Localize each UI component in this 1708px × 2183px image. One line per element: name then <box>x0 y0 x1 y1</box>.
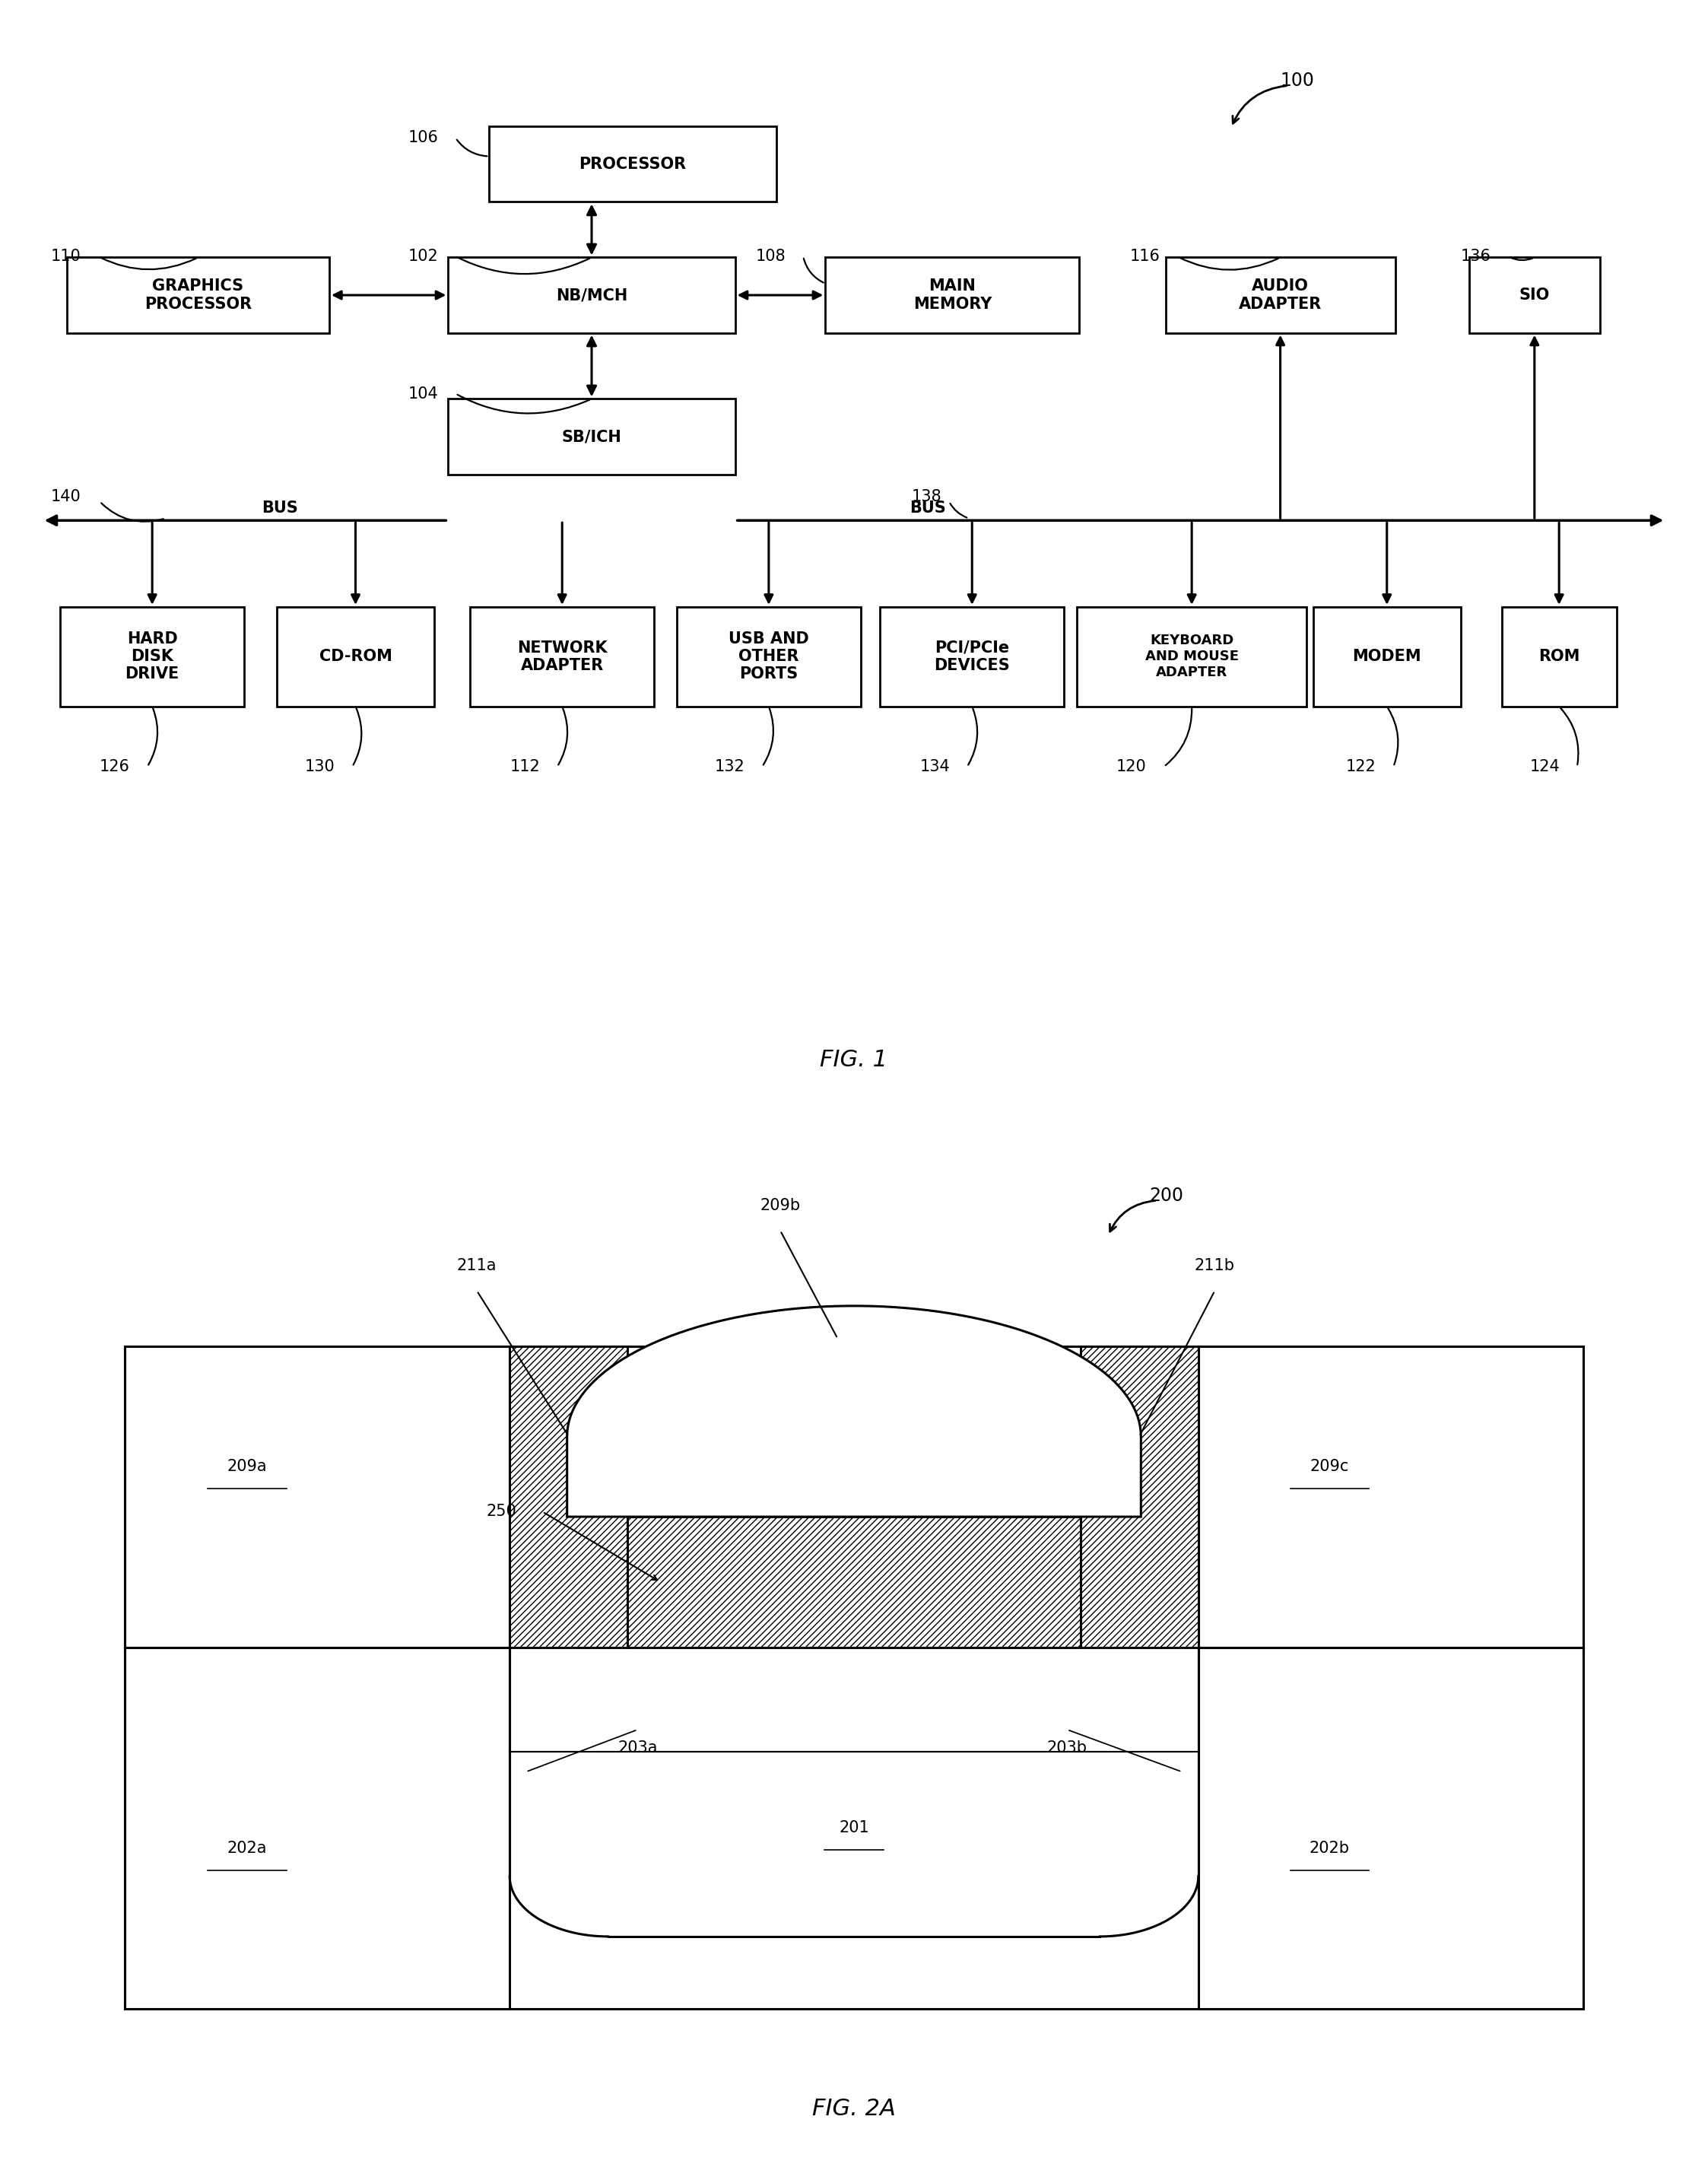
Text: HARD
DISK
DRIVE: HARD DISK DRIVE <box>125 631 179 681</box>
Text: 200: 200 <box>1149 1185 1184 1205</box>
Bar <box>676 607 861 707</box>
Text: FIG. 2A: FIG. 2A <box>813 2098 895 2120</box>
Bar <box>629 1517 1079 1648</box>
Bar <box>1313 607 1460 707</box>
Text: 132: 132 <box>714 760 745 775</box>
Text: 110: 110 <box>51 249 80 264</box>
Text: 102: 102 <box>408 249 439 264</box>
Polygon shape <box>567 1305 1141 1517</box>
Bar <box>447 399 734 474</box>
Bar <box>509 1347 629 1648</box>
Text: SIO: SIO <box>1518 288 1549 303</box>
Text: 211b: 211b <box>1194 1257 1235 1273</box>
Bar <box>60 607 244 707</box>
Text: 104: 104 <box>408 386 439 402</box>
Bar <box>1199 1648 1583 2008</box>
Text: 106: 106 <box>408 131 439 146</box>
Bar <box>447 258 734 332</box>
Text: 250: 250 <box>487 1504 516 1519</box>
Text: GRAPHICS
PROCESSOR: GRAPHICS PROCESSOR <box>145 279 251 312</box>
Text: 100: 100 <box>1281 72 1315 90</box>
Text: PROCESSOR: PROCESSOR <box>579 157 687 172</box>
Bar <box>1078 607 1307 707</box>
Bar <box>470 607 654 707</box>
Bar <box>825 258 1079 332</box>
Text: ROM: ROM <box>1539 648 1580 664</box>
Text: 209a: 209a <box>227 1458 268 1474</box>
Text: BUS: BUS <box>910 500 946 515</box>
Text: 112: 112 <box>509 760 540 775</box>
Text: KEYBOARD
AND MOUSE
ADAPTER: KEYBOARD AND MOUSE ADAPTER <box>1144 633 1238 679</box>
Text: 211a: 211a <box>458 1257 497 1273</box>
Text: 203b: 203b <box>1047 1740 1088 1755</box>
Bar <box>1469 258 1600 332</box>
Text: NB/MCH: NB/MCH <box>555 288 627 303</box>
Text: 136: 136 <box>1460 249 1491 264</box>
Bar <box>629 1517 1079 1648</box>
Text: 138: 138 <box>912 489 941 504</box>
Text: 140: 140 <box>51 489 80 504</box>
Bar <box>509 1347 629 1648</box>
Text: MODEM: MODEM <box>1353 648 1421 664</box>
Text: 202b: 202b <box>1310 1840 1349 1856</box>
Text: 126: 126 <box>99 760 130 775</box>
Text: 120: 120 <box>1117 760 1146 775</box>
Text: 203a: 203a <box>618 1740 658 1755</box>
Bar <box>125 1347 509 1648</box>
Text: AUDIO
ADAPTER: AUDIO ADAPTER <box>1238 279 1322 312</box>
Text: 122: 122 <box>1346 760 1377 775</box>
Bar <box>1079 1347 1199 1648</box>
Text: 209b: 209b <box>760 1198 801 1214</box>
Bar <box>125 1648 509 2008</box>
Text: 130: 130 <box>304 760 335 775</box>
Text: USB AND
OTHER
PORTS: USB AND OTHER PORTS <box>729 631 810 681</box>
Text: 202a: 202a <box>227 1840 266 1856</box>
Text: CD-ROM: CD-ROM <box>319 648 393 664</box>
Text: SB/ICH: SB/ICH <box>562 430 622 443</box>
Text: BUS: BUS <box>261 500 299 515</box>
Bar <box>1079 1347 1199 1648</box>
Text: PCI/PCIe
DEVICES: PCI/PCIe DEVICES <box>934 640 1009 672</box>
Bar <box>1199 1347 1583 1648</box>
Text: 116: 116 <box>1129 249 1160 264</box>
Bar <box>880 607 1064 707</box>
Text: 134: 134 <box>919 760 950 775</box>
Bar <box>1165 258 1395 332</box>
Bar <box>277 607 434 707</box>
Text: 209c: 209c <box>1310 1458 1349 1474</box>
Bar <box>125 1347 1583 2008</box>
Text: 124: 124 <box>1530 760 1559 775</box>
Bar <box>1501 607 1616 707</box>
Text: FIG. 1: FIG. 1 <box>820 1050 888 1072</box>
Text: MAIN
MEMORY: MAIN MEMORY <box>914 279 992 312</box>
Text: NETWORK
ADAPTER: NETWORK ADAPTER <box>518 640 608 672</box>
Text: 108: 108 <box>755 249 786 264</box>
Bar <box>488 127 775 201</box>
Bar <box>67 258 330 332</box>
Text: 201: 201 <box>839 1821 869 1836</box>
